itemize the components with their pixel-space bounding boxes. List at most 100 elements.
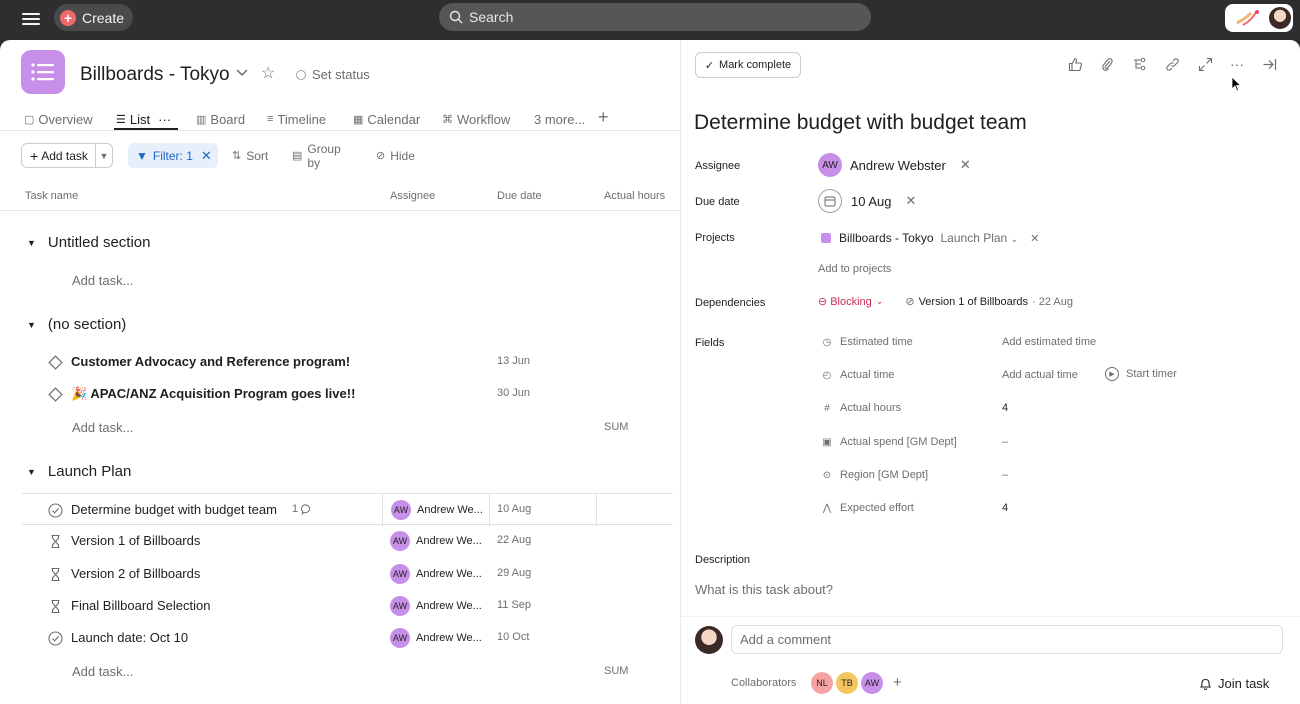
avatar[interactable]: TB <box>836 672 858 694</box>
join-task-button[interactable]: Join task <box>1199 676 1269 691</box>
filter-button[interactable]: ▼ Filter: 1 ✕ <box>128 143 218 168</box>
sort-button[interactable]: ⇅ Sort <box>232 148 269 163</box>
avatar[interactable]: AW <box>861 672 883 694</box>
close-icon[interactable]: ✕ <box>1030 232 1040 245</box>
hide-button[interactable]: ⊘ Hide <box>376 148 415 163</box>
close-pane-icon[interactable] <box>1261 56 1277 72</box>
tab-timeline[interactable]: ≡ Timeline <box>267 111 327 127</box>
section-header[interactable]: ▼ (no section) <box>27 316 127 333</box>
due-date-field[interactable]: 10 Aug ✕ <box>818 189 916 213</box>
paperclip-icon[interactable] <box>1099 56 1115 72</box>
tab-overview[interactable]: ▢ Overview <box>24 111 93 127</box>
assignee-cell[interactable]: AW Andrew We... <box>382 590 490 622</box>
tab-more[interactable]: 3 more... <box>534 111 586 127</box>
hourglass-icon[interactable] <box>48 567 63 582</box>
task-name[interactable]: Determine budget with budget team <box>71 502 277 517</box>
start-timer-button[interactable]: ▶ Start timer <box>1105 367 1177 381</box>
field-estimated-time-value[interactable]: Add estimated time <box>1002 336 1097 348</box>
table-row[interactable]: Final Billboard Selection AW Andrew We...… <box>22 590 673 622</box>
more-options-icon[interactable]: ··· <box>1230 56 1244 72</box>
hourglass-icon[interactable] <box>48 599 63 614</box>
task-name[interactable]: Customer Advocacy and Reference program! <box>71 354 351 369</box>
add-task-inline[interactable]: Add task... <box>72 664 134 679</box>
check-circle-icon[interactable] <box>48 631 63 646</box>
task-name[interactable]: Launch date: Oct 10 <box>71 630 189 645</box>
due-date[interactable]: 22 Aug <box>497 534 532 546</box>
assignee-cell[interactable]: AW Andrew We... <box>382 494 490 526</box>
add-to-projects-link[interactable]: Add to projects <box>818 263 892 275</box>
set-status-button[interactable]: Set status <box>296 67 370 82</box>
assignee-field[interactable]: AW Andrew Webster ✕ <box>818 153 971 177</box>
more-options-icon[interactable]: ··· <box>158 111 172 127</box>
assignee-cell[interactable]: AW Andrew We... <box>382 622 490 654</box>
field-expected-effort-value[interactable]: 4 <box>1002 502 1009 514</box>
due-date-cell[interactable] <box>490 494 597 526</box>
task-name[interactable]: 🎉 APAC/ANZ Acquisition Program goes live… <box>71 386 356 401</box>
table-row[interactable]: Version 2 of Billboards AW Andrew We... 2… <box>22 558 673 590</box>
tab-workflow[interactable]: ⌘ Workflow <box>442 111 511 127</box>
search-input[interactable]: Search <box>439 3 871 31</box>
milestone-icon[interactable] <box>48 387 63 402</box>
dependency-task[interactable]: ⊘ Version 1 of Billboards · 22 Aug <box>905 295 1073 309</box>
field-region-value[interactable]: – <box>1002 469 1009 481</box>
add-tab-plus-icon[interactable]: + <box>598 106 609 127</box>
due-date[interactable]: 29 Aug <box>497 567 532 579</box>
due-date[interactable]: 11 Sep <box>497 599 532 611</box>
add-collaborator-plus-icon[interactable]: + <box>893 674 902 691</box>
project-title[interactable]: Billboards - Tokyo <box>80 64 230 85</box>
milestone-icon[interactable] <box>48 355 63 370</box>
section-header[interactable]: ▼ Launch Plan <box>27 463 132 480</box>
due-date[interactable]: 10 Oct <box>497 631 530 643</box>
add-task-inline[interactable]: Add task... <box>72 420 134 435</box>
profile-button[interactable] <box>1225 4 1293 32</box>
menu-icon[interactable] <box>22 10 40 26</box>
description-input[interactable]: What is this task about? <box>695 582 834 597</box>
table-row[interactable]: 🎉 APAC/ANZ Acquisition Program goes live… <box>22 378 673 410</box>
task-title[interactable]: Determine budget with budget team <box>694 111 1027 134</box>
close-icon[interactable]: ✕ <box>959 157 971 172</box>
tab-calendar[interactable]: ▦ Calendar <box>353 111 421 127</box>
subtask-icon[interactable] <box>1131 56 1147 72</box>
comment-input[interactable]: Add a comment <box>731 625 1283 654</box>
link-icon[interactable] <box>1164 56 1180 72</box>
field-actual-hours-value[interactable]: 4 <box>1002 402 1009 414</box>
table-row[interactable]: Customer Advocacy and Reference program!… <box>22 346 673 378</box>
table-row[interactable]: Determine budget with budget team 1 AW An… <box>22 493 673 526</box>
close-icon[interactable]: ✕ <box>905 193 917 208</box>
section-header[interactable]: ▼ Untitled section <box>27 234 151 251</box>
add-task-button[interactable]: + Add task ▼ <box>21 143 113 168</box>
thumbs-up-icon[interactable] <box>1067 56 1083 72</box>
column-header-assignee[interactable]: Assignee <box>390 190 436 202</box>
star-icon[interactable]: ☆ <box>261 65 276 82</box>
expand-icon[interactable] <box>1197 56 1213 72</box>
column-header-actual-hours[interactable]: Actual hours <box>604 190 666 202</box>
due-date[interactable]: 13 Jun <box>497 355 531 367</box>
comment-count[interactable]: 1 <box>292 503 312 515</box>
check-circle-icon[interactable] <box>48 503 63 518</box>
group-by-button[interactable]: ▤ Group by <box>292 141 341 170</box>
close-icon[interactable]: ✕ <box>200 147 212 163</box>
tab-list[interactable]: ☰ List ··· <box>116 111 172 127</box>
blocking-status[interactable]: ⊖ Blocking ⌄ <box>818 295 884 309</box>
project-section-select[interactable]: Launch Plan ⌄ <box>940 231 1019 245</box>
task-name[interactable]: Version 1 of Billboards <box>71 533 201 548</box>
field-actual-spend-value[interactable]: – <box>1002 436 1009 448</box>
create-button[interactable]: + Create <box>54 4 133 31</box>
assignee-cell[interactable]: AW Andrew We... <box>382 558 490 590</box>
chevron-down-icon[interactable] <box>236 66 248 80</box>
chevron-down-icon[interactable]: ▼ <box>95 144 112 167</box>
due-date[interactable]: 10 Aug <box>497 503 532 515</box>
assignee-cell[interactable]: AW Andrew We... <box>382 525 490 557</box>
due-date[interactable]: 30 Jun <box>497 387 531 399</box>
table-row[interactable]: Version 1 of Billboards AW Andrew We... 2… <box>22 525 673 557</box>
avatar[interactable]: NL <box>811 672 833 694</box>
add-task-inline[interactable]: Add task... <box>72 273 134 288</box>
task-name[interactable]: Final Billboard Selection <box>71 598 211 613</box>
project-tag[interactable]: Billboards - Tokyo Launch Plan ⌄ ✕ <box>821 231 1039 245</box>
column-header-task-name[interactable]: Task name <box>25 190 79 202</box>
tab-board[interactable]: ▥ Board <box>196 111 246 127</box>
column-header-due-date[interactable]: Due date <box>497 190 542 202</box>
task-name[interactable]: Version 2 of Billboards <box>71 566 201 581</box>
mark-complete-button[interactable]: ✓ Mark complete <box>695 52 801 78</box>
hourglass-icon[interactable] <box>48 534 63 549</box>
